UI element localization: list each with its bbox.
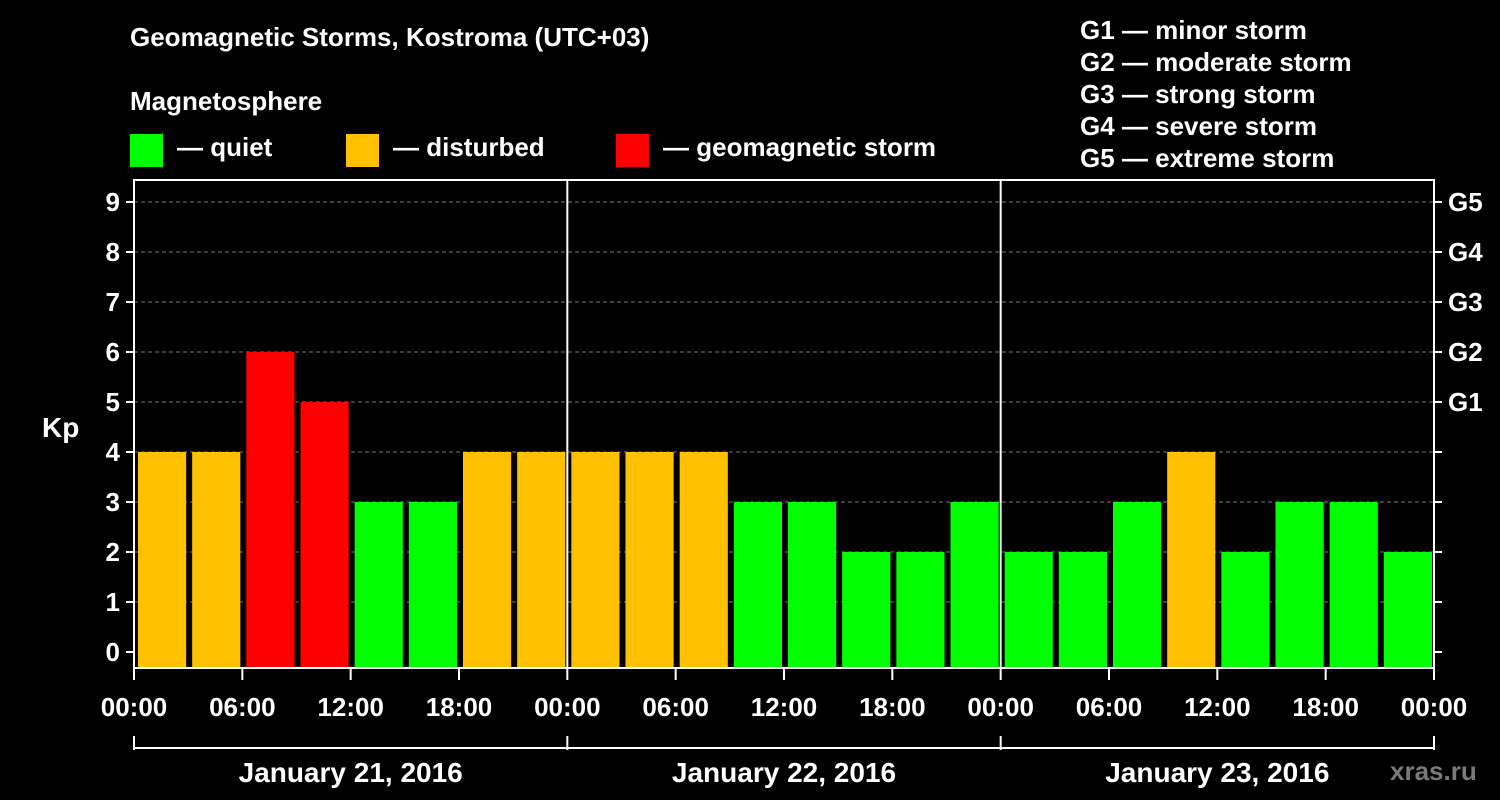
legend-label-quiet: — quiet [177,132,273,162]
kp-bar [1004,552,1053,668]
x-tick-label: 12:00 [751,692,818,722]
legend-label-disturbed: — disturbed [393,132,545,162]
kp-bar [1275,502,1324,668]
kp-bar [1383,552,1432,668]
y-tick-label: 9 [106,187,120,217]
x-tick-label: 12:00 [1184,692,1251,722]
chart-title: Geomagnetic Storms, Kostroma (UTC+03) [130,22,650,52]
x-tick-label: 06:00 [1076,692,1143,722]
x-tick-label: 00:00 [1401,692,1468,722]
kp-bar [679,452,728,668]
x-tick-label: 06:00 [642,692,709,722]
y-axis-label: Kp [42,412,80,443]
day-label: January 22, 2016 [672,757,896,788]
kp-bar [354,502,403,668]
kp-bar [842,552,891,668]
kp-bar [571,452,620,668]
right-axis-label: G2 [1448,337,1483,367]
kp-bar [517,452,566,668]
kp-bar [246,352,295,668]
y-tick-label: 5 [106,387,120,417]
kp-bar [1167,452,1216,668]
kp-bar [1113,502,1162,668]
y-tick-label: 4 [106,437,121,467]
right-axis-label: G4 [1448,237,1483,267]
kp-bar [788,502,837,668]
y-tick-label: 1 [106,587,120,617]
x-tick-label: 12:00 [317,692,384,722]
x-tick-label: 06:00 [209,692,276,722]
legend-swatch-storm [616,134,649,167]
storm-level-g4: G4 — severe storm [1080,111,1318,141]
kp-bar [1329,502,1378,668]
x-tick-label: 00:00 [967,692,1034,722]
x-tick-label: 18:00 [426,692,493,722]
right-axis-label: G5 [1448,187,1483,217]
x-tick-label: 00:00 [534,692,601,722]
kp-bar [896,552,945,668]
kp-bar [625,452,674,668]
watermark: xras.ru [1390,756,1477,786]
storm-level-g5: G5 — extreme storm [1080,143,1335,173]
y-tick-label: 8 [106,237,120,267]
y-tick-label: 3 [106,487,120,517]
kp-bar [138,452,187,668]
kp-bar [950,502,999,668]
kp-bar [733,502,782,668]
day-label: January 23, 2016 [1105,757,1329,788]
storm-level-g1: G1 — minor storm [1080,15,1307,45]
x-tick-label: 00:00 [101,692,168,722]
kp-bar [300,402,349,668]
day-label: January 21, 2016 [239,757,463,788]
x-tick-label: 18:00 [859,692,926,722]
kp-bar [192,452,241,668]
kp-bar [463,452,512,668]
storm-level-g3: G3 — strong storm [1080,79,1316,109]
y-tick-label: 0 [106,637,120,667]
y-tick-label: 6 [106,337,120,367]
y-tick-label: 2 [106,537,120,567]
x-tick-label: 18:00 [1292,692,1359,722]
storm-level-g2: G2 — moderate storm [1080,47,1352,77]
right-axis-label: G1 [1448,387,1483,417]
legend-swatch-quiet [130,134,163,167]
right-axis-label: G3 [1448,287,1483,317]
kp-bar [408,502,457,668]
kp-bar [1058,552,1107,668]
y-tick-label: 7 [106,287,120,317]
magnetosphere-heading: Magnetosphere [130,86,323,116]
legend-label-storm: — geomagnetic storm [663,132,937,162]
kp-bar [1221,552,1270,668]
legend-swatch-disturbed [346,134,379,167]
